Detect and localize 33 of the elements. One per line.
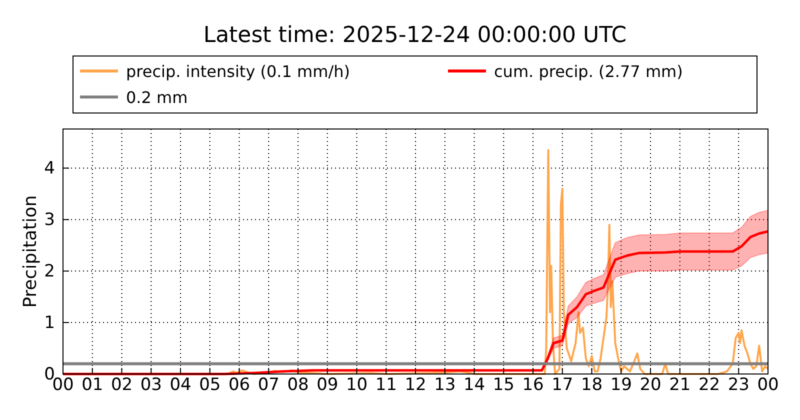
x-tick-label: 20 [640, 375, 662, 396]
x-tick-label: 16 [522, 375, 544, 396]
x-tick-label: 08 [287, 375, 309, 396]
y-tick-label: 3 [44, 210, 55, 230]
x-tick-label: 17 [552, 375, 574, 396]
x-tick-label: 10 [346, 375, 368, 396]
legend-label: 0.2 mm [126, 88, 188, 107]
x-tick-label: 06 [228, 375, 250, 396]
x-tick-label: 07 [258, 375, 280, 396]
x-tick-label: 14 [463, 375, 486, 396]
chart-title: Latest time: 2025-12-24 00:00:00 UTC [203, 23, 627, 48]
x-tick-label: 18 [580, 375, 603, 396]
y-axis-title: Precipitation [20, 195, 41, 308]
x-tick-label: 00 [757, 375, 779, 396]
y-tick-label: 2 [44, 262, 55, 282]
y-tick-label: 1 [44, 312, 55, 333]
x-tick-label: 12 [404, 375, 426, 396]
x-tick-label: 03 [140, 375, 162, 396]
x-tick-label: 02 [110, 375, 133, 396]
x-tick-label: 15 [492, 375, 514, 396]
legend-label: cum. precip. (2.77 mm) [494, 62, 683, 81]
x-tick-label: 13 [434, 375, 456, 396]
x-tick-label: 19 [610, 375, 632, 396]
x-tick-label: 11 [375, 375, 397, 396]
x-tick-label: 09 [316, 375, 338, 396]
y-tick-label: 4 [44, 158, 55, 179]
x-tick-label: 05 [199, 375, 221, 396]
x-tick-label: 22 [698, 375, 720, 396]
x-tick-label: 04 [170, 375, 192, 396]
x-tick-label: 23 [728, 375, 750, 396]
legend-label: precip. intensity (0.1 mm/h) [126, 62, 350, 81]
x-tick-label: 21 [669, 375, 691, 396]
x-tick-label: 01 [82, 375, 104, 396]
